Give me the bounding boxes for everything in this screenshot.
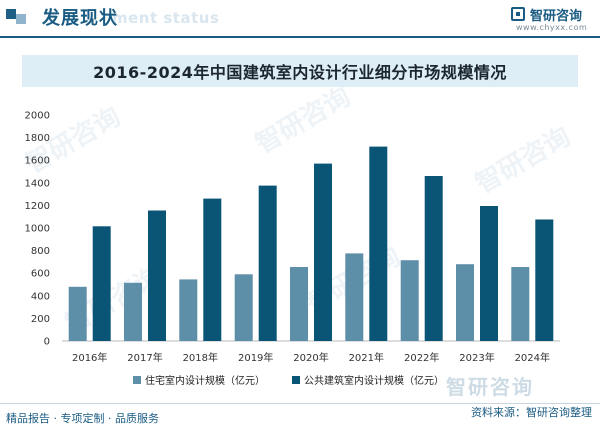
residential-bar (290, 267, 308, 341)
header-subtitle: ment status (112, 9, 220, 27)
footer-source: 资料来源：智研咨询整理 (471, 406, 592, 419)
public-bar (424, 176, 443, 341)
x-tick-label: 2024年 (515, 351, 550, 364)
y-tick-label: 2000 (25, 111, 50, 122)
public-bar (369, 146, 388, 341)
chart-title-banner: 2016-2024年中国建筑室内设计行业细分市场规模情况 (22, 55, 578, 87)
public-bar (535, 219, 554, 341)
header-divider (0, 36, 600, 38)
brand-logo-icon (511, 7, 525, 21)
header-title: 发展现状 (42, 8, 118, 29)
y-axis: 0 200 400 600 800 1000 1200 1400 1600 1800 2000 (25, 111, 50, 348)
residential-bar (234, 274, 253, 341)
public-bar (480, 206, 498, 341)
brand-watermark: 智研咨询 (446, 375, 534, 399)
x-axis: 2016年 2017年 2018年 2019年 2020年 2021年 2022年 2023年… (72, 351, 550, 364)
residential-bar (400, 260, 419, 341)
y-tick-label: 1200 (25, 201, 50, 212)
residential-bar (68, 286, 87, 341)
footer-divider (0, 403, 600, 404)
residential-bar (456, 264, 474, 341)
public-bar (92, 226, 111, 341)
y-tick-label: 0 (44, 337, 50, 348)
residential-bar (345, 253, 364, 341)
x-tick-label: 2017年 (127, 351, 162, 364)
x-tick-label: 2020年 (293, 351, 328, 364)
y-tick-label: 1800 (25, 133, 50, 144)
y-tick-label: 1400 (25, 178, 50, 189)
x-tick-label: 2016年 (72, 351, 107, 364)
legend: 住宅室内设计规模（亿元） 公共建筑室内设计规模（亿元） (133, 374, 444, 387)
bars-group (68, 146, 554, 341)
y-tick-label: 800 (31, 246, 50, 257)
x-tick-label: 2019年 (238, 351, 273, 364)
y-tick-label: 600 (31, 269, 50, 280)
public-bar (258, 185, 277, 341)
x-tick-label: 2018年 (183, 351, 218, 364)
residential-bar (511, 267, 530, 341)
public-bar (203, 198, 222, 341)
y-tick-label: 1000 (25, 224, 50, 235)
legend-label: 住宅室内设计规模（亿元） (145, 374, 265, 387)
x-tick-label: 2021年 (349, 351, 384, 364)
residential-bar (179, 279, 198, 341)
residential-bar (124, 282, 142, 341)
y-tick-label: 1600 (25, 156, 50, 167)
chart-title: 2016-2024年中国建筑室内设计行业细分市场规模情况 (93, 63, 507, 82)
footer-tagline: 精品报告 · 专项定制 · 品质服务 (6, 412, 159, 425)
legend-swatch (133, 376, 141, 384)
y-tick-label: 200 (31, 314, 50, 325)
brand-name: 智研咨询 (530, 9, 583, 24)
public-bar (148, 210, 166, 341)
x-tick-label: 2023年 (459, 351, 494, 364)
x-tick-label: 2022年 (404, 351, 439, 364)
public-bar (314, 163, 332, 341)
header-bar: ment status 发展现状 智研咨询 www.chyxx.com (0, 0, 600, 36)
y-tick-label: 400 (31, 291, 50, 302)
legend-swatch (292, 376, 300, 384)
header-decoration (6, 9, 16, 19)
header-decoration (16, 14, 26, 24)
brand-url: www.chyxx.com (516, 23, 588, 32)
legend-label: 公共建筑室内设计规模（亿元） (304, 374, 444, 387)
